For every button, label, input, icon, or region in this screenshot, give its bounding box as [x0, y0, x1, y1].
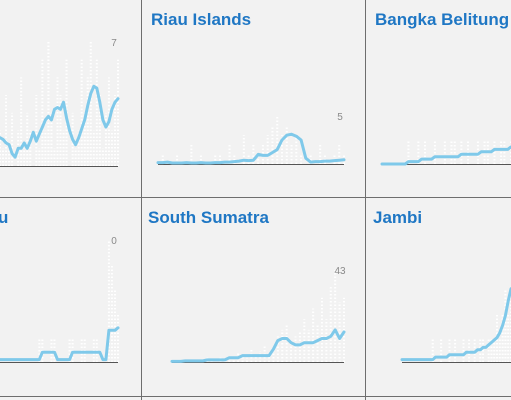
max-value-label: 43 — [334, 266, 346, 277]
grid-divider — [0, 197, 511, 198]
grid-divider — [0, 396, 511, 397]
rolling-average-line — [400, 287, 511, 362]
rolling-average-line — [0, 326, 120, 362]
panel-bangka-belitung: Bangka Belitung — [366, 0, 511, 197]
grid-divider — [141, 0, 142, 400]
panel-chart — [380, 139, 511, 166]
rolling-average-line — [0, 84, 120, 159]
panel-south-sumatra: South Sumatra 43 — [142, 198, 365, 396]
max-value-label: 7 — [111, 38, 117, 49]
max-value-label: 0 — [111, 236, 117, 247]
grid-divider — [365, 0, 366, 400]
panel-riau-islands: Riau Islands 5 — [142, 0, 365, 197]
panel-1: 7 — [0, 0, 141, 197]
panel-chart: 5 — [156, 112, 346, 165]
panel-title: Jambi — [373, 208, 423, 227]
panel-jambi: Jambi — [366, 198, 511, 396]
panel-4: u 0 — [0, 198, 141, 396]
rolling-average-line — [170, 328, 346, 363]
panel-chart — [400, 287, 511, 363]
panel-title: Riau Islands — [151, 10, 252, 29]
panel-title: Bangka Belitung — [375, 10, 510, 29]
panel-title: u — [0, 208, 9, 227]
rolling-average-line — [380, 145, 511, 166]
rolling-average-line — [156, 132, 346, 165]
panel-title: South Sumatra — [148, 208, 269, 227]
panel-chart: 0 — [0, 236, 120, 363]
panel-chart: 7 — [0, 38, 120, 167]
panel-chart: 43 — [170, 266, 346, 363]
max-value-label: 5 — [337, 112, 343, 123]
